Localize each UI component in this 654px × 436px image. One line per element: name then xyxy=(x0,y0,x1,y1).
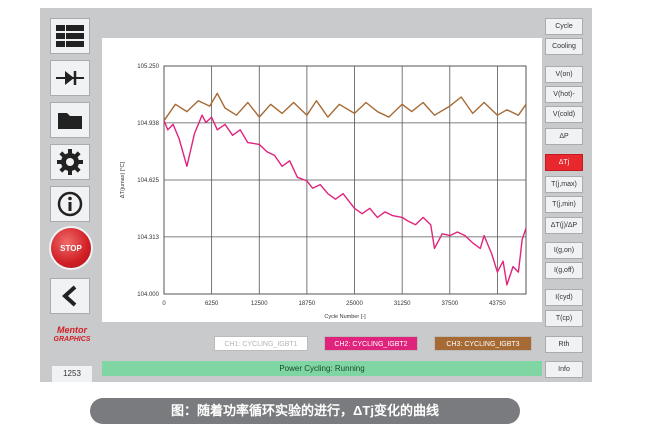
company-logo: Mentor GRAPHICS xyxy=(48,326,96,354)
x-tick-label: 0 xyxy=(162,301,166,307)
folder-icon xyxy=(58,113,82,129)
plot-panel: 0 6250 12500 18750 25000 31250 37500 43750 104.0… xyxy=(102,38,542,322)
delta-tj-chart: 0 6250 12500 18750 25000 31250 37500 43750 104.0… xyxy=(120,64,527,320)
status-bar: Power Cycling: Running xyxy=(102,361,542,376)
right-toolbar: Cycle Cooling V(on) V(hot)- V(cold) ΔP ΔTj T(j,… xyxy=(545,14,585,378)
measure-button-12[interactable]: I(cyd) xyxy=(545,289,583,306)
figure-caption: 图：随着功率循环实验的进行，ΔTj变化的曲线 xyxy=(90,398,520,424)
info-icon xyxy=(57,191,83,217)
channel-legend: CH1: CYCLING_IGBT1 CH2: CYCLING_IGBT2 CH… xyxy=(102,332,542,354)
logo-line2: GRAPHICS xyxy=(53,336,91,343)
measure-button-5[interactable]: ΔP xyxy=(545,128,583,145)
legend-ch3[interactable]: CH3: CYCLING_IGBT3 xyxy=(434,336,532,351)
stop-label: STOP xyxy=(60,243,82,253)
measure-button-13[interactable]: T(cp) xyxy=(545,310,583,327)
measure-button-3[interactable]: V(hot)- xyxy=(545,86,583,103)
left-toolbar: STOP Mentor GRAPHICS 1253 xyxy=(46,14,96,382)
device-button[interactable] xyxy=(50,60,90,96)
open-folder-button[interactable] xyxy=(50,102,90,138)
measure-button-8[interactable]: T(j,min) xyxy=(545,196,583,213)
x-tick-label: 18750 xyxy=(299,301,316,307)
measure-button-14[interactable]: Rth xyxy=(545,336,583,353)
back-button[interactable] xyxy=(50,278,90,314)
x-tick-label: 43750 xyxy=(489,301,506,307)
x-axis-label: Cycle Number [-] xyxy=(324,314,366,320)
measure-button-10[interactable]: I(g,on) xyxy=(545,242,583,259)
measure-button-7[interactable]: T(j,max) xyxy=(545,176,583,193)
x-tick-label: 37500 xyxy=(441,301,458,307)
x-tick-label: 12500 xyxy=(251,301,268,307)
y-axis-label: ΔT(jumax) [°C] xyxy=(120,161,126,198)
y-tick-label: 105.250 xyxy=(137,64,159,70)
measure-button-0[interactable]: Cycle xyxy=(545,18,583,35)
y-tick-label: 104.625 xyxy=(137,178,159,184)
measure-button-9[interactable]: ΔT(j)/ΔP xyxy=(545,217,583,234)
cycle-counter: 1253 xyxy=(52,366,92,382)
gear-icon xyxy=(57,149,83,175)
series-line-1 xyxy=(163,92,527,122)
measure-button-15[interactable]: Info xyxy=(545,361,583,378)
measure-button-6[interactable]: ΔTj xyxy=(545,154,583,171)
y-tick-label: 104.938 xyxy=(137,121,159,127)
x-tick-label: 31250 xyxy=(394,301,411,307)
x-tick-label: 6250 xyxy=(205,301,219,307)
y-tick-label: 104.000 xyxy=(137,292,159,298)
measure-button-11[interactable]: I(g,off) xyxy=(545,262,583,279)
grid-view-button[interactable] xyxy=(50,18,90,54)
measure-button-2[interactable]: V(on) xyxy=(545,66,583,83)
settings-button[interactable] xyxy=(50,144,90,180)
legend-ch1[interactable]: CH1: CYCLING_IGBT1 xyxy=(214,336,308,351)
logo-line1: Mentor xyxy=(57,325,87,335)
series-line-2 xyxy=(163,114,527,286)
measure-button-4[interactable]: V(cold) xyxy=(545,106,583,123)
stop-button[interactable]: STOP xyxy=(51,228,91,268)
info-button[interactable] xyxy=(50,186,90,222)
grid-view-icon xyxy=(56,25,84,47)
legend-ch2[interactable]: CH2: CYCLING_IGBT2 xyxy=(324,336,418,351)
x-tick-label: 25000 xyxy=(346,301,363,307)
diode-icon xyxy=(56,71,84,85)
y-tick-label: 104.313 xyxy=(137,235,159,241)
chevron-left-icon xyxy=(62,285,77,307)
measure-button-1[interactable]: Cooling xyxy=(545,38,583,55)
